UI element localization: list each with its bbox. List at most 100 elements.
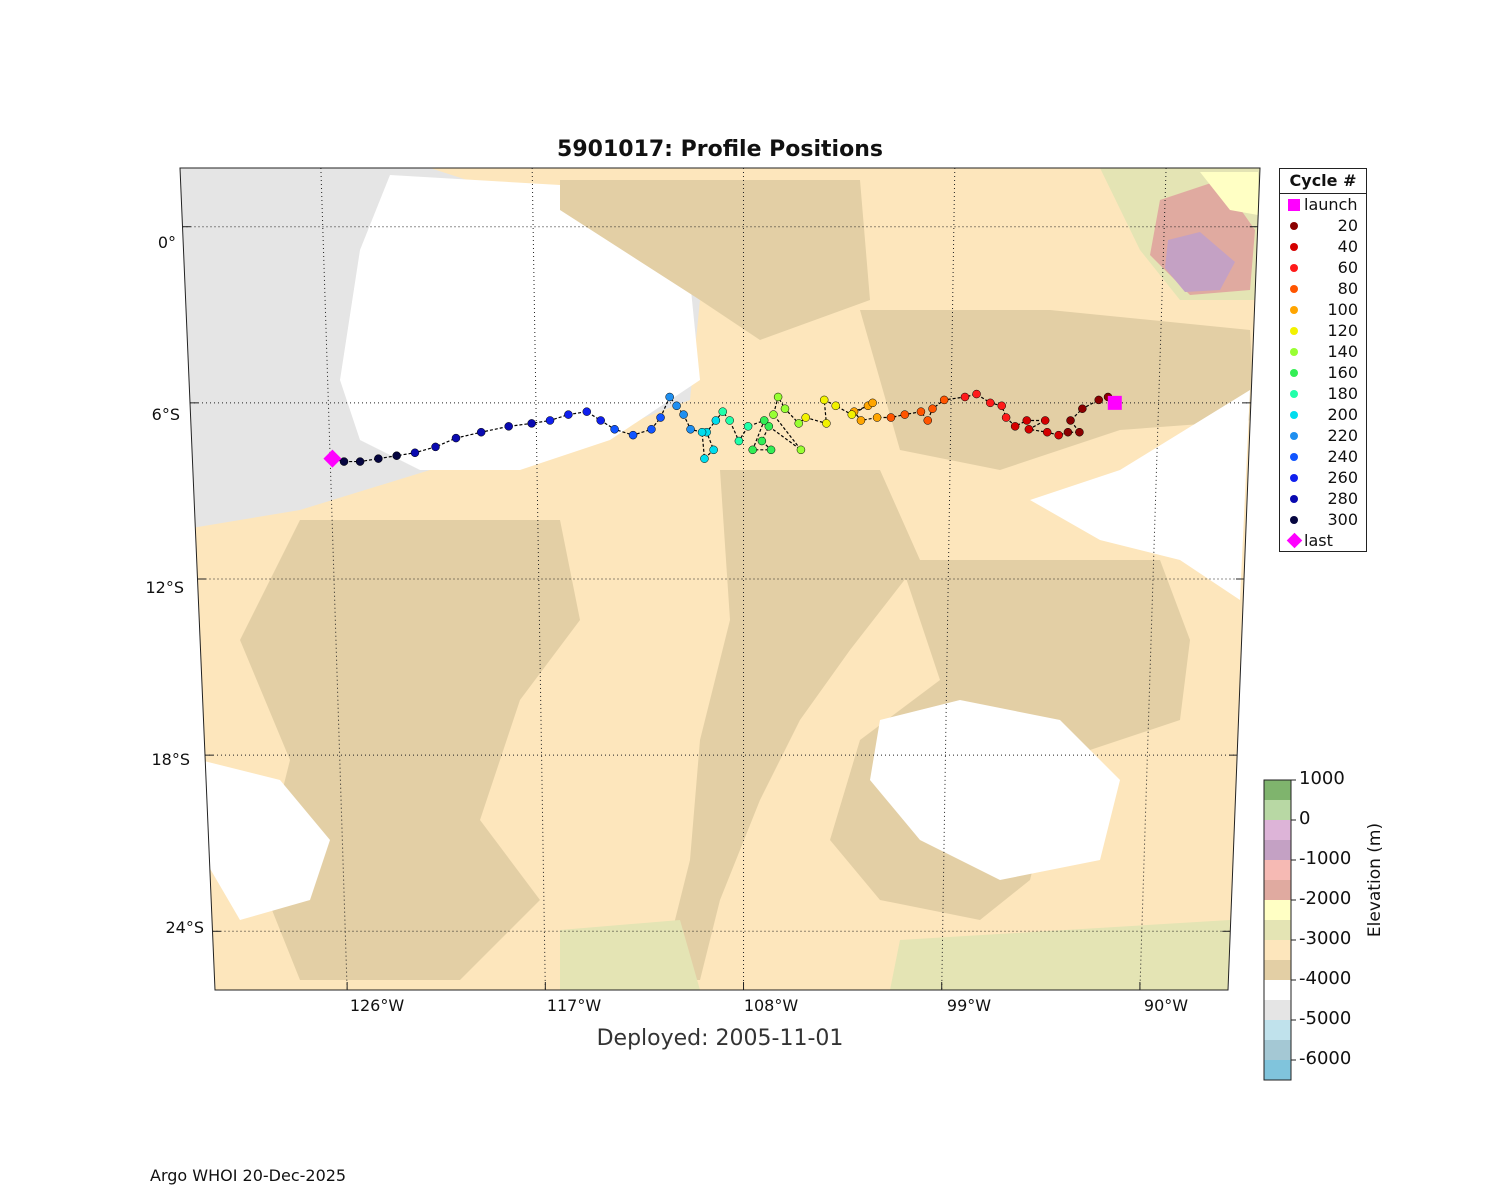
profile-point [748,445,757,455]
profile-point [1001,413,1011,422]
profile-point [766,445,776,455]
legend-label: 40 [1337,237,1358,256]
legend-item-cycle: 140 [1280,341,1366,362]
legend-item-cycle: 160 [1280,362,1366,383]
profile-point [476,427,486,437]
lat-tick-label: 18°S [151,750,190,769]
legend-label: 200 [1327,405,1358,424]
colorbar-frame [1263,779,1292,1081]
colorbar-band [1264,800,1291,821]
colorbar-band [1264,840,1291,861]
profile-point [928,404,937,413]
profile-point [392,451,401,460]
legend-item-cycle: 100 [1280,299,1366,320]
profile-point [709,445,718,455]
map-frame [179,167,1261,991]
last-position-marker [323,449,342,468]
track-line [332,393,1116,463]
colorbar-band [1264,780,1291,801]
lon-tick-label: 90°W [1143,996,1189,1015]
colorbar-tick-label: 0 [1299,808,1311,829]
profile-point [697,427,707,437]
lat-tick-label: 6°S [151,405,180,424]
profile-point [656,413,665,422]
dot-marker-icon [1284,305,1304,314]
map-area [180,168,1260,990]
square-marker-icon [1284,198,1304,211]
legend-item-cycle: 180 [1280,383,1366,404]
colorbar-band [1264,900,1291,921]
profile-point [610,425,619,434]
colorbar-band [1264,880,1291,901]
bathymetry-white-region [340,175,700,470]
colorbar-tick-label: 1000 [1299,768,1345,789]
legend-label: 120 [1327,321,1358,340]
profile-point [822,419,831,428]
colorbar-band [1264,1060,1291,1081]
profile-point [1010,422,1020,431]
chart-title: 5901017: Profile Positions [557,137,883,162]
bathymetry-tan-east [860,310,1255,470]
legend-label: 160 [1327,363,1358,382]
cycle-legend: Cycle # launch 20 40 60 80 100 120 140 160 180 20… [1279,168,1367,552]
legend-item-cycle: 60 [1280,257,1366,278]
profile-point [596,416,605,425]
lat-tick-label: 24°S [165,918,204,937]
dot-marker-icon [1284,452,1304,461]
profile-point [734,436,744,446]
profile-point [831,401,840,411]
profile-point [1022,416,1032,425]
legend-label: last [1304,531,1333,550]
profile-point [700,454,709,463]
profile-point [451,433,461,443]
bathymetry-land-northeast [1165,232,1235,292]
dot-marker-icon [1284,326,1304,335]
profile-point [868,398,877,408]
profile-point [711,416,721,425]
legend-label: 260 [1327,468,1358,487]
profile-point [801,413,810,422]
profile-point [339,457,349,466]
dot-marker-icon [1284,473,1304,482]
colorbar-band [1264,860,1291,881]
profile-point [796,445,806,455]
profile-point [900,410,910,419]
dot-marker-icon [1284,263,1304,272]
bathymetry-tan-center [660,470,920,980]
profile-point [679,410,688,419]
profile-point [997,401,1006,411]
profile-point [916,407,926,416]
profile-point [757,436,767,446]
profile-point [847,410,857,419]
profile-point [923,416,932,425]
legend-item-cycle: 300 [1280,509,1366,530]
bathymetry-tan-southwest [240,520,580,980]
dot-marker-icon [1284,368,1304,377]
lon-tick-label: 99°W [946,996,992,1015]
profile-point [769,410,778,419]
profile-point [504,422,513,431]
legend-item-cycle: 200 [1280,404,1366,425]
bathymetry-pale-green-patch [560,920,700,990]
dot-marker-icon [1284,242,1304,251]
profile-point [819,395,829,405]
legend-item-cycle: 20 [1280,215,1366,236]
dot-marker-icon [1284,494,1304,503]
colorbar-tick-label: -2000 [1299,888,1352,909]
profile-point [1042,427,1052,437]
profile-point [794,419,804,428]
profile-point [1040,416,1050,425]
profile-point [939,395,949,405]
profile-point [1066,416,1075,425]
legend-item-last: last [1280,530,1366,551]
dot-marker-icon [1284,221,1304,230]
profile-point [686,425,695,434]
legend-item-cycle: 40 [1280,236,1366,257]
colorbar-band [1264,940,1291,961]
profile-point [665,392,674,402]
legend-label: 140 [1327,342,1358,361]
profile-point [718,407,727,416]
dot-marker-icon [1284,347,1304,356]
profile-point [986,398,995,408]
bathymetry-white-east [1030,390,1250,600]
